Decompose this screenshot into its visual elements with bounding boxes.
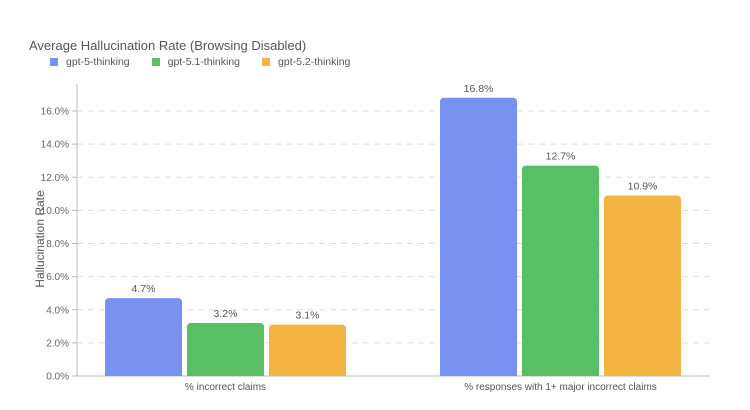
y-tick-label: 12.0% [41, 173, 69, 184]
legend-swatch-icon [50, 58, 58, 66]
legend-label: gpt-5-thinking [66, 56, 130, 68]
bar [187, 323, 264, 376]
y-tick-label: 6.0% [46, 272, 69, 283]
bar-value-label: 3.1% [296, 310, 320, 322]
bar [604, 195, 681, 376]
y-tick-label: 10.0% [41, 206, 69, 217]
y-tick-label: 14.0% [41, 140, 69, 151]
legend-item-gpt-5-2-thinking: gpt-5.2-thinking [262, 56, 350, 68]
bar [440, 97, 517, 376]
chart-title: Average Hallucination Rate (Browsing Dis… [29, 38, 307, 53]
bar [105, 298, 182, 376]
legend: gpt-5-thinking gpt-5.1-thinking gpt-5.2-… [50, 56, 350, 68]
bar [269, 324, 346, 376]
legend-label: gpt-5.2-thinking [278, 56, 351, 68]
bar [522, 165, 599, 376]
y-tick-label: 8.0% [46, 239, 69, 250]
legend-item-gpt-5-thinking: gpt-5-thinking [50, 56, 130, 68]
bar-value-label: 3.2% [214, 308, 238, 320]
legend-swatch-icon [151, 58, 160, 66]
legend-label: gpt-5.1-thinking [167, 56, 241, 68]
x-category-label: % responses with 1+ major incorrect clai… [464, 382, 657, 393]
x-category-label: % incorrect claims [185, 382, 266, 393]
bar-value-label: 16.8% [464, 83, 494, 95]
legend-item-gpt-5-1-thinking: gpt-5.1-thinking [151, 56, 241, 68]
y-tick-label: 0.0% [46, 372, 69, 383]
bar-value-label: 10.9% [628, 180, 658, 192]
y-tick-label: 2.0% [46, 338, 69, 349]
legend-swatch-icon [262, 58, 271, 66]
y-tick-label: 4.0% [46, 305, 69, 316]
bar-value-label: 4.7% [132, 283, 156, 295]
bar-value-label: 12.7% [546, 151, 576, 163]
y-tick-label: 16.0% [41, 107, 69, 118]
